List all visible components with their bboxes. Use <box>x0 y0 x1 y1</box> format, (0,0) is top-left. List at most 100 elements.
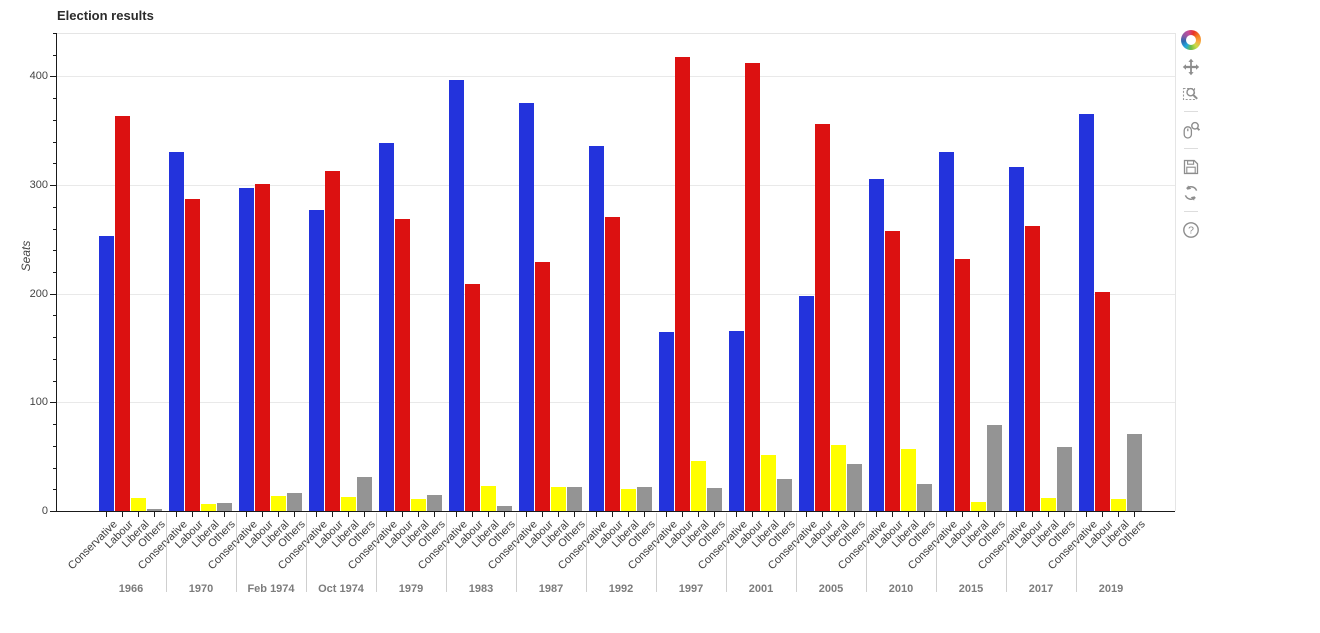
bar-liberal <box>901 449 916 511</box>
y-minor-tick <box>53 380 56 382</box>
y-axis-line <box>56 33 57 511</box>
x-major-tick <box>316 512 317 517</box>
x-major-tick <box>1048 512 1049 517</box>
help-icon[interactable]: ? <box>1182 221 1200 239</box>
x-major-tick <box>246 512 247 517</box>
y-minor-tick <box>53 467 56 469</box>
group-separator <box>236 513 237 592</box>
x-major-tick <box>978 512 979 517</box>
x-major-tick <box>456 512 457 517</box>
bar-others <box>217 503 232 511</box>
group-label: 2001 <box>748 583 774 595</box>
bar-conservative <box>1009 167 1024 511</box>
bar-others <box>497 506 512 511</box>
group-label: 2010 <box>888 583 914 595</box>
x-major-tick <box>892 512 893 517</box>
group-label: 2015 <box>958 583 984 595</box>
x-major-tick <box>294 512 295 517</box>
group-label: 1987 <box>538 583 564 595</box>
x-major-tick <box>752 512 753 517</box>
bar-labour <box>885 231 900 511</box>
bar-conservative <box>799 296 814 511</box>
bar-labour <box>605 217 620 511</box>
chart-title: Election results <box>57 8 154 23</box>
group-separator <box>306 513 307 592</box>
x-major-tick <box>698 512 699 517</box>
bar-labour <box>955 259 970 511</box>
bar-liberal <box>481 486 496 511</box>
x-major-tick <box>682 512 683 517</box>
y-minor-tick <box>53 424 56 426</box>
bar-others <box>987 425 1002 511</box>
y-minor-tick <box>53 54 56 56</box>
bar-conservative <box>169 152 184 511</box>
group-separator <box>376 513 377 592</box>
bar-labour <box>395 219 410 511</box>
reset-icon[interactable] <box>1182 184 1200 202</box>
group-label: 2019 <box>1098 583 1124 595</box>
group-separator <box>936 513 937 592</box>
y-tick-label: 300 <box>29 179 48 192</box>
bar-labour <box>1095 292 1110 511</box>
group-separator <box>796 513 797 592</box>
bar-conservative <box>1079 114 1094 511</box>
group-label: 1997 <box>678 583 704 595</box>
x-major-tick <box>946 512 947 517</box>
x-major-tick <box>154 512 155 517</box>
group-label: 1983 <box>468 583 494 595</box>
bar-labour <box>675 57 690 511</box>
bar-others <box>287 493 302 511</box>
x-major-tick <box>262 512 263 517</box>
toolbar-divider <box>1184 211 1198 212</box>
bar-labour <box>745 63 760 511</box>
bar-labour <box>815 124 830 511</box>
x-major-tick <box>106 512 107 517</box>
x-major-tick <box>924 512 925 517</box>
x-major-tick <box>434 512 435 517</box>
bar-liberal <box>971 502 986 511</box>
y-minor-tick <box>53 445 56 447</box>
x-major-tick <box>364 512 365 517</box>
bar-others <box>147 509 162 511</box>
bar-conservative <box>659 332 674 511</box>
y-minor-tick <box>53 33 56 34</box>
group-separator <box>516 513 517 592</box>
wheel-zoom-icon[interactable] <box>1182 121 1200 139</box>
bar-labour <box>535 262 550 511</box>
group-label: Oct 1974 <box>318 583 364 595</box>
bar-others <box>777 479 792 511</box>
x-major-tick <box>574 512 575 517</box>
y-minor-tick <box>53 272 56 273</box>
x-major-tick <box>1086 512 1087 517</box>
x-major-tick <box>472 512 473 517</box>
bar-liberal <box>131 498 146 511</box>
save-icon[interactable] <box>1182 158 1200 176</box>
y-axis-title: Seats <box>19 240 33 272</box>
x-major-tick <box>1064 512 1065 517</box>
pan-icon[interactable] <box>1182 58 1200 76</box>
group-separator <box>656 513 657 592</box>
group-label: 1992 <box>608 583 634 595</box>
box-zoom-icon[interactable] <box>1182 84 1200 102</box>
x-major-tick <box>736 512 737 517</box>
x-major-tick <box>1118 512 1119 517</box>
x-major-tick <box>1102 512 1103 517</box>
bokeh-logo[interactable] <box>1181 30 1201 50</box>
x-major-tick <box>908 512 909 517</box>
x-major-tick <box>1032 512 1033 517</box>
x-major-tick <box>854 512 855 517</box>
y-minor-tick <box>53 119 56 121</box>
x-major-tick <box>822 512 823 517</box>
bar-labour <box>185 199 200 511</box>
y-minor-tick <box>53 337 56 339</box>
x-major-tick <box>1016 512 1017 517</box>
x-major-tick <box>122 512 123 517</box>
x-major-tick <box>386 512 387 517</box>
x-major-tick <box>612 512 613 517</box>
group-label: Feb 1974 <box>247 583 295 595</box>
y-minor-tick <box>53 98 56 100</box>
bar-conservative <box>589 146 604 511</box>
x-major-tick <box>768 512 769 517</box>
y-minor-tick <box>53 206 56 208</box>
